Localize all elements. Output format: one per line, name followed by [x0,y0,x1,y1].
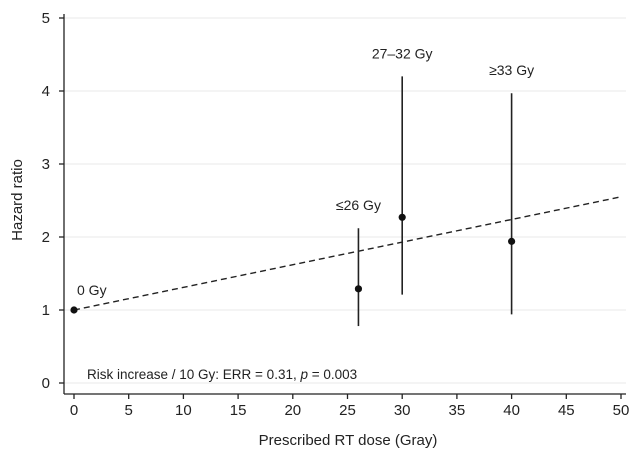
point-labels: 0 Gy ≤26 Gy 27–32 Gy ≥33 Gy [77,45,534,298]
data-point [398,213,406,221]
x-tick-label: 45 [558,402,575,419]
y-tick-label: 0 [42,375,50,392]
point-label: 27–32 Gy [372,45,433,61]
risk-annotation: Risk increase / 10 Gy: ERR = 0.31, p = 0… [87,367,357,382]
x-tick-label: 10 [175,402,192,419]
annotation-p-symbol: p [299,367,308,382]
point-label: ≤26 Gy [336,197,381,213]
x-axis-title: Prescribed RT dose (Gray) [259,432,438,449]
point-label: ≥33 Gy [489,62,534,78]
x-tick-label: 50 [613,402,630,419]
y-tick-label: 4 [42,83,50,100]
y-tick-label: 2 [42,229,50,246]
error-bars [357,76,513,327]
x-tick-label: 30 [394,402,411,419]
gridlines [64,17,626,384]
x-tick-label: 20 [284,402,301,419]
x-tick-label: 15 [230,402,247,419]
point-label: 0 Gy [77,282,107,298]
x-tick-label: 25 [339,402,356,419]
x-tick-label: 40 [503,402,520,419]
x-tick-label: 5 [125,402,133,419]
data-point [508,237,516,245]
data-point [354,285,363,293]
data-points [70,213,516,314]
y-tick-label: 3 [42,156,50,173]
trend-line [73,196,622,311]
y-tick-label: 5 [42,10,50,27]
data-point [70,306,78,314]
y-tick-label: 1 [42,302,50,319]
annotation-prefix: Risk increase / 10 Gy: ERR = 0.31, [87,367,300,382]
trend-line-group [73,196,622,311]
x-tick-label: 0 [70,402,78,419]
y-axis-title: Hazard ratio [9,159,26,241]
annotation-suffix: = 0.003 [308,367,357,382]
axes [63,14,626,395]
x-tick-label: 35 [449,402,466,419]
